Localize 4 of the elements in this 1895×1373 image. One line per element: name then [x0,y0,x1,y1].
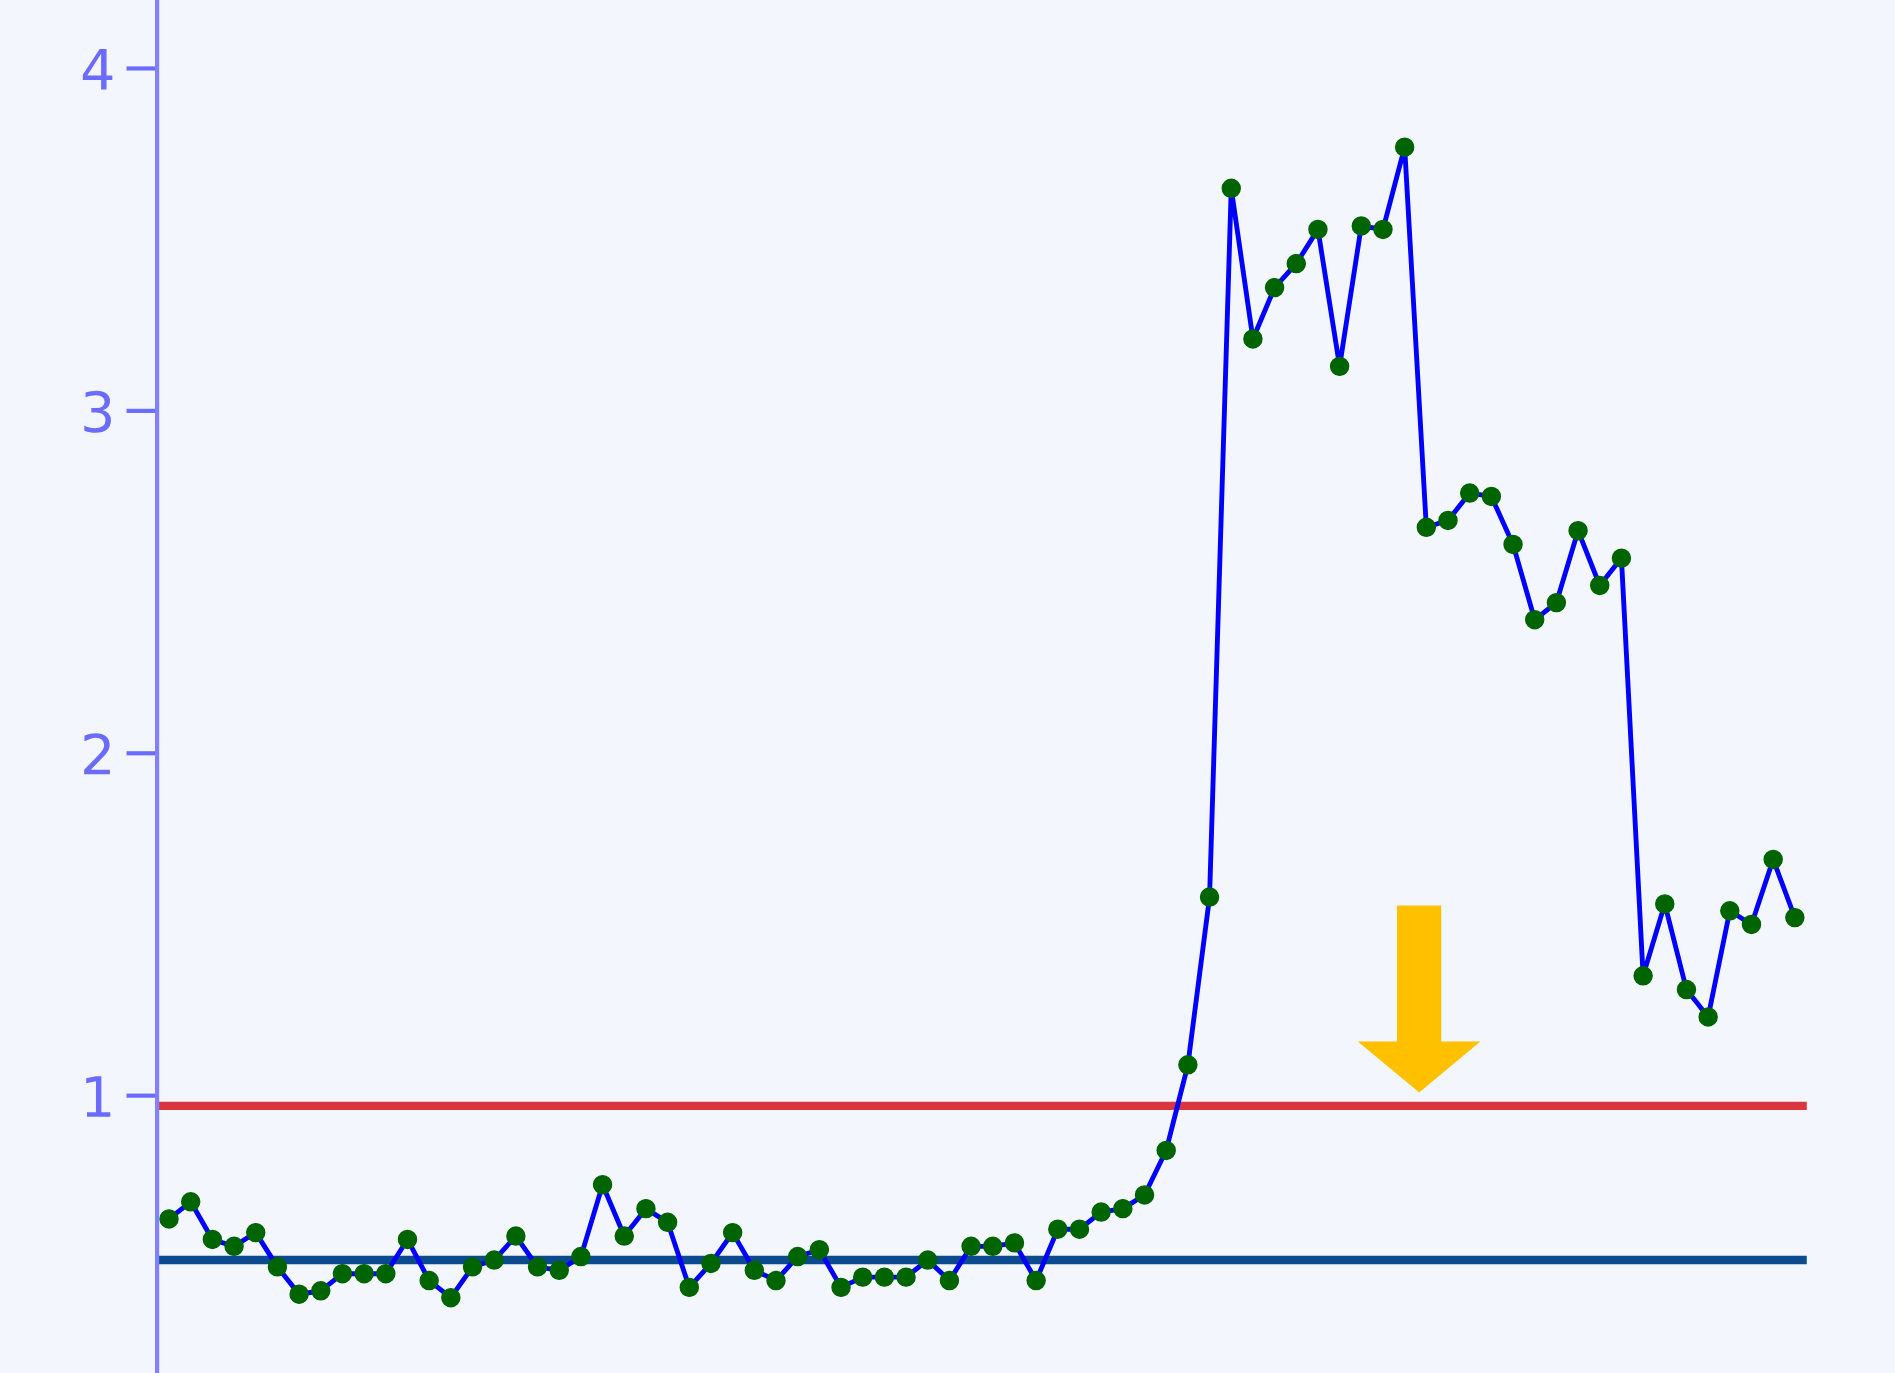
y-tick-label: 2 [84,733,110,775]
y-tick-label: 1 [86,1076,111,1117]
y-tick-label: 3 [84,390,111,433]
y-tick-label: 4 [82,49,113,90]
